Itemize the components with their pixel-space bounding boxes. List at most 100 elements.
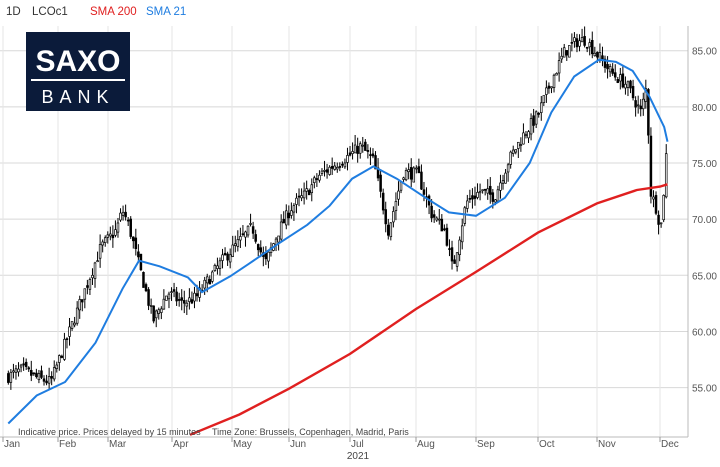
- candle-body: [532, 115, 535, 126]
- candle-body: [343, 162, 347, 168]
- candle-body: [333, 165, 336, 170]
- candle-body: [387, 224, 390, 236]
- legend-sma200: SMA 200: [90, 6, 137, 18]
- candle-body: [466, 200, 469, 209]
- x-tick-label: Oct: [539, 439, 555, 450]
- candle-body: [540, 102, 543, 113]
- candle-body: [19, 364, 23, 368]
- candle-body: [203, 279, 206, 289]
- candle-body: [374, 155, 377, 170]
- candle-body: [404, 170, 408, 181]
- candle-body: [65, 338, 69, 341]
- candle-body: [514, 149, 518, 153]
- candle-body: [476, 192, 479, 198]
- candle-body: [190, 299, 194, 304]
- candle-body: [93, 262, 97, 279]
- candle-body: [302, 190, 306, 199]
- candle-body: [149, 305, 153, 307]
- x-tick-label: Mar: [109, 439, 127, 450]
- candle-body: [481, 189, 484, 192]
- candle-body: [47, 376, 51, 384]
- candle-body: [226, 253, 229, 261]
- candle-body: [409, 167, 413, 180]
- candle-body: [654, 195, 658, 214]
- candle-body: [45, 380, 48, 384]
- candle-body: [555, 73, 558, 76]
- candle-body: [63, 338, 66, 360]
- candle-body: [652, 196, 655, 200]
- candle-body: [55, 364, 59, 369]
- candle-body: [198, 287, 201, 298]
- candle-body: [483, 188, 487, 191]
- candle-body: [68, 326, 71, 337]
- candle-body: [664, 153, 668, 198]
- candle-body: [221, 254, 224, 261]
- candle-body: [205, 276, 209, 284]
- candle-body: [346, 155, 349, 163]
- candle-body: [639, 105, 642, 110]
- candle-body: [453, 259, 456, 264]
- candle-body: [142, 271, 145, 288]
- candle-body: [657, 214, 660, 225]
- candle-body: [489, 185, 492, 195]
- candle-body: [81, 299, 84, 303]
- candle-body: [603, 58, 607, 68]
- candle-body: [234, 243, 237, 246]
- candle-body: [73, 322, 76, 326]
- candle-body: [588, 42, 591, 48]
- symbol-label: LCOc1: [32, 6, 68, 18]
- candle-body: [511, 149, 515, 154]
- candle-body: [147, 289, 150, 306]
- candle-body: [106, 234, 110, 238]
- candle-body: [218, 260, 222, 269]
- candle-body: [529, 118, 533, 135]
- candle-body: [662, 194, 665, 221]
- candle-body: [494, 199, 497, 203]
- year-label: 2021: [347, 451, 370, 462]
- candle-body: [443, 228, 446, 231]
- candle-body: [659, 222, 663, 225]
- candle-body: [448, 248, 451, 250]
- x-tick-label: Jul: [351, 439, 364, 450]
- candle-body: [369, 154, 372, 156]
- legend-sma21: SMA 21: [146, 6, 186, 18]
- candle-body: [455, 252, 459, 267]
- candle-body: [356, 145, 359, 154]
- candle-body: [644, 88, 648, 102]
- candle-body: [338, 166, 342, 168]
- candle-body: [129, 218, 132, 237]
- sma200-line: [189, 183, 668, 436]
- candle-body: [430, 205, 433, 219]
- candle-body: [111, 234, 115, 239]
- y-axis: 55.00 60.00 65.00 70.00 75.00 80.00 85.00: [692, 47, 717, 395]
- candle-body: [420, 171, 423, 190]
- candle-body: [170, 291, 173, 293]
- candle-body: [307, 190, 311, 196]
- candle-body: [320, 170, 324, 174]
- candle-body: [175, 291, 178, 302]
- candle-body: [185, 302, 189, 307]
- interval-label: 1D: [6, 6, 21, 18]
- candle-body: [649, 135, 653, 197]
- candle-body: [188, 297, 191, 302]
- candle-body: [78, 299, 81, 311]
- candle-body: [537, 113, 540, 115]
- candle-body: [392, 211, 395, 223]
- candle-body: [499, 182, 502, 191]
- candle-body: [246, 225, 250, 236]
- candle-body: [473, 195, 477, 199]
- candle-body: [162, 298, 166, 310]
- candle-body: [440, 218, 444, 232]
- x-tick-label: Nov: [598, 439, 616, 450]
- candle-body: [619, 74, 622, 82]
- x-tick-label: Feb: [59, 439, 77, 450]
- candle-body: [381, 192, 385, 211]
- candle-body: [37, 373, 41, 381]
- x-axis: Jan Feb Mar Apr May Jun Jul Aug Sep Oct Nov Dec: [2, 437, 679, 450]
- candle-body: [573, 37, 576, 42]
- candle-body: [560, 55, 563, 60]
- candle-body: [154, 310, 158, 319]
- candle-body: [568, 45, 571, 58]
